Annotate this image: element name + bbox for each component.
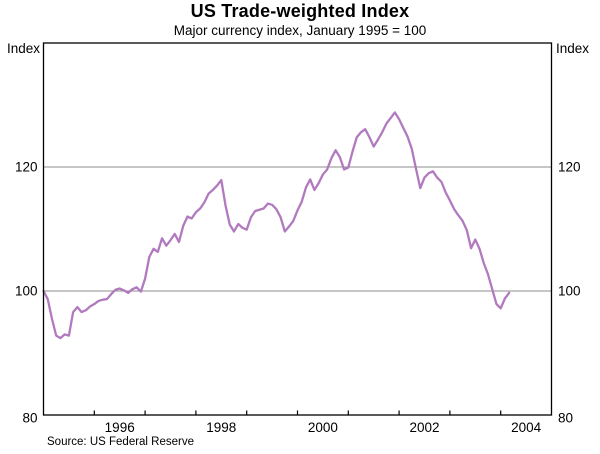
y-tick-label-left: 100: [15, 284, 38, 299]
plot-border: [42, 42, 553, 416]
y-axis-unit-label-left: Index: [6, 41, 40, 56]
y-axis-unit-label-right: Index: [556, 41, 590, 56]
x-year-label: 1998: [206, 420, 236, 435]
y-tick-label-right: 80: [558, 411, 573, 426]
y-tick-label-left: 80: [22, 411, 37, 426]
x-year-label: 2000: [308, 420, 338, 435]
y-tick-label-left: 120: [15, 160, 38, 175]
x-year-label: 2004: [511, 420, 542, 435]
chart-subtitle: Major currency index, January 1995 = 100: [173, 23, 427, 38]
data-line-us-trade-weighted-index: [42, 111, 511, 340]
y-tick-label-right: 120: [558, 160, 581, 175]
y-tick-label-right: 100: [558, 284, 581, 299]
chart-title: US Trade-weighted Index: [190, 1, 410, 21]
x-year-label: 2002: [409, 420, 439, 435]
source-note: Source: US Federal Reserve: [47, 436, 195, 448]
x-year-label: 1996: [105, 420, 135, 435]
